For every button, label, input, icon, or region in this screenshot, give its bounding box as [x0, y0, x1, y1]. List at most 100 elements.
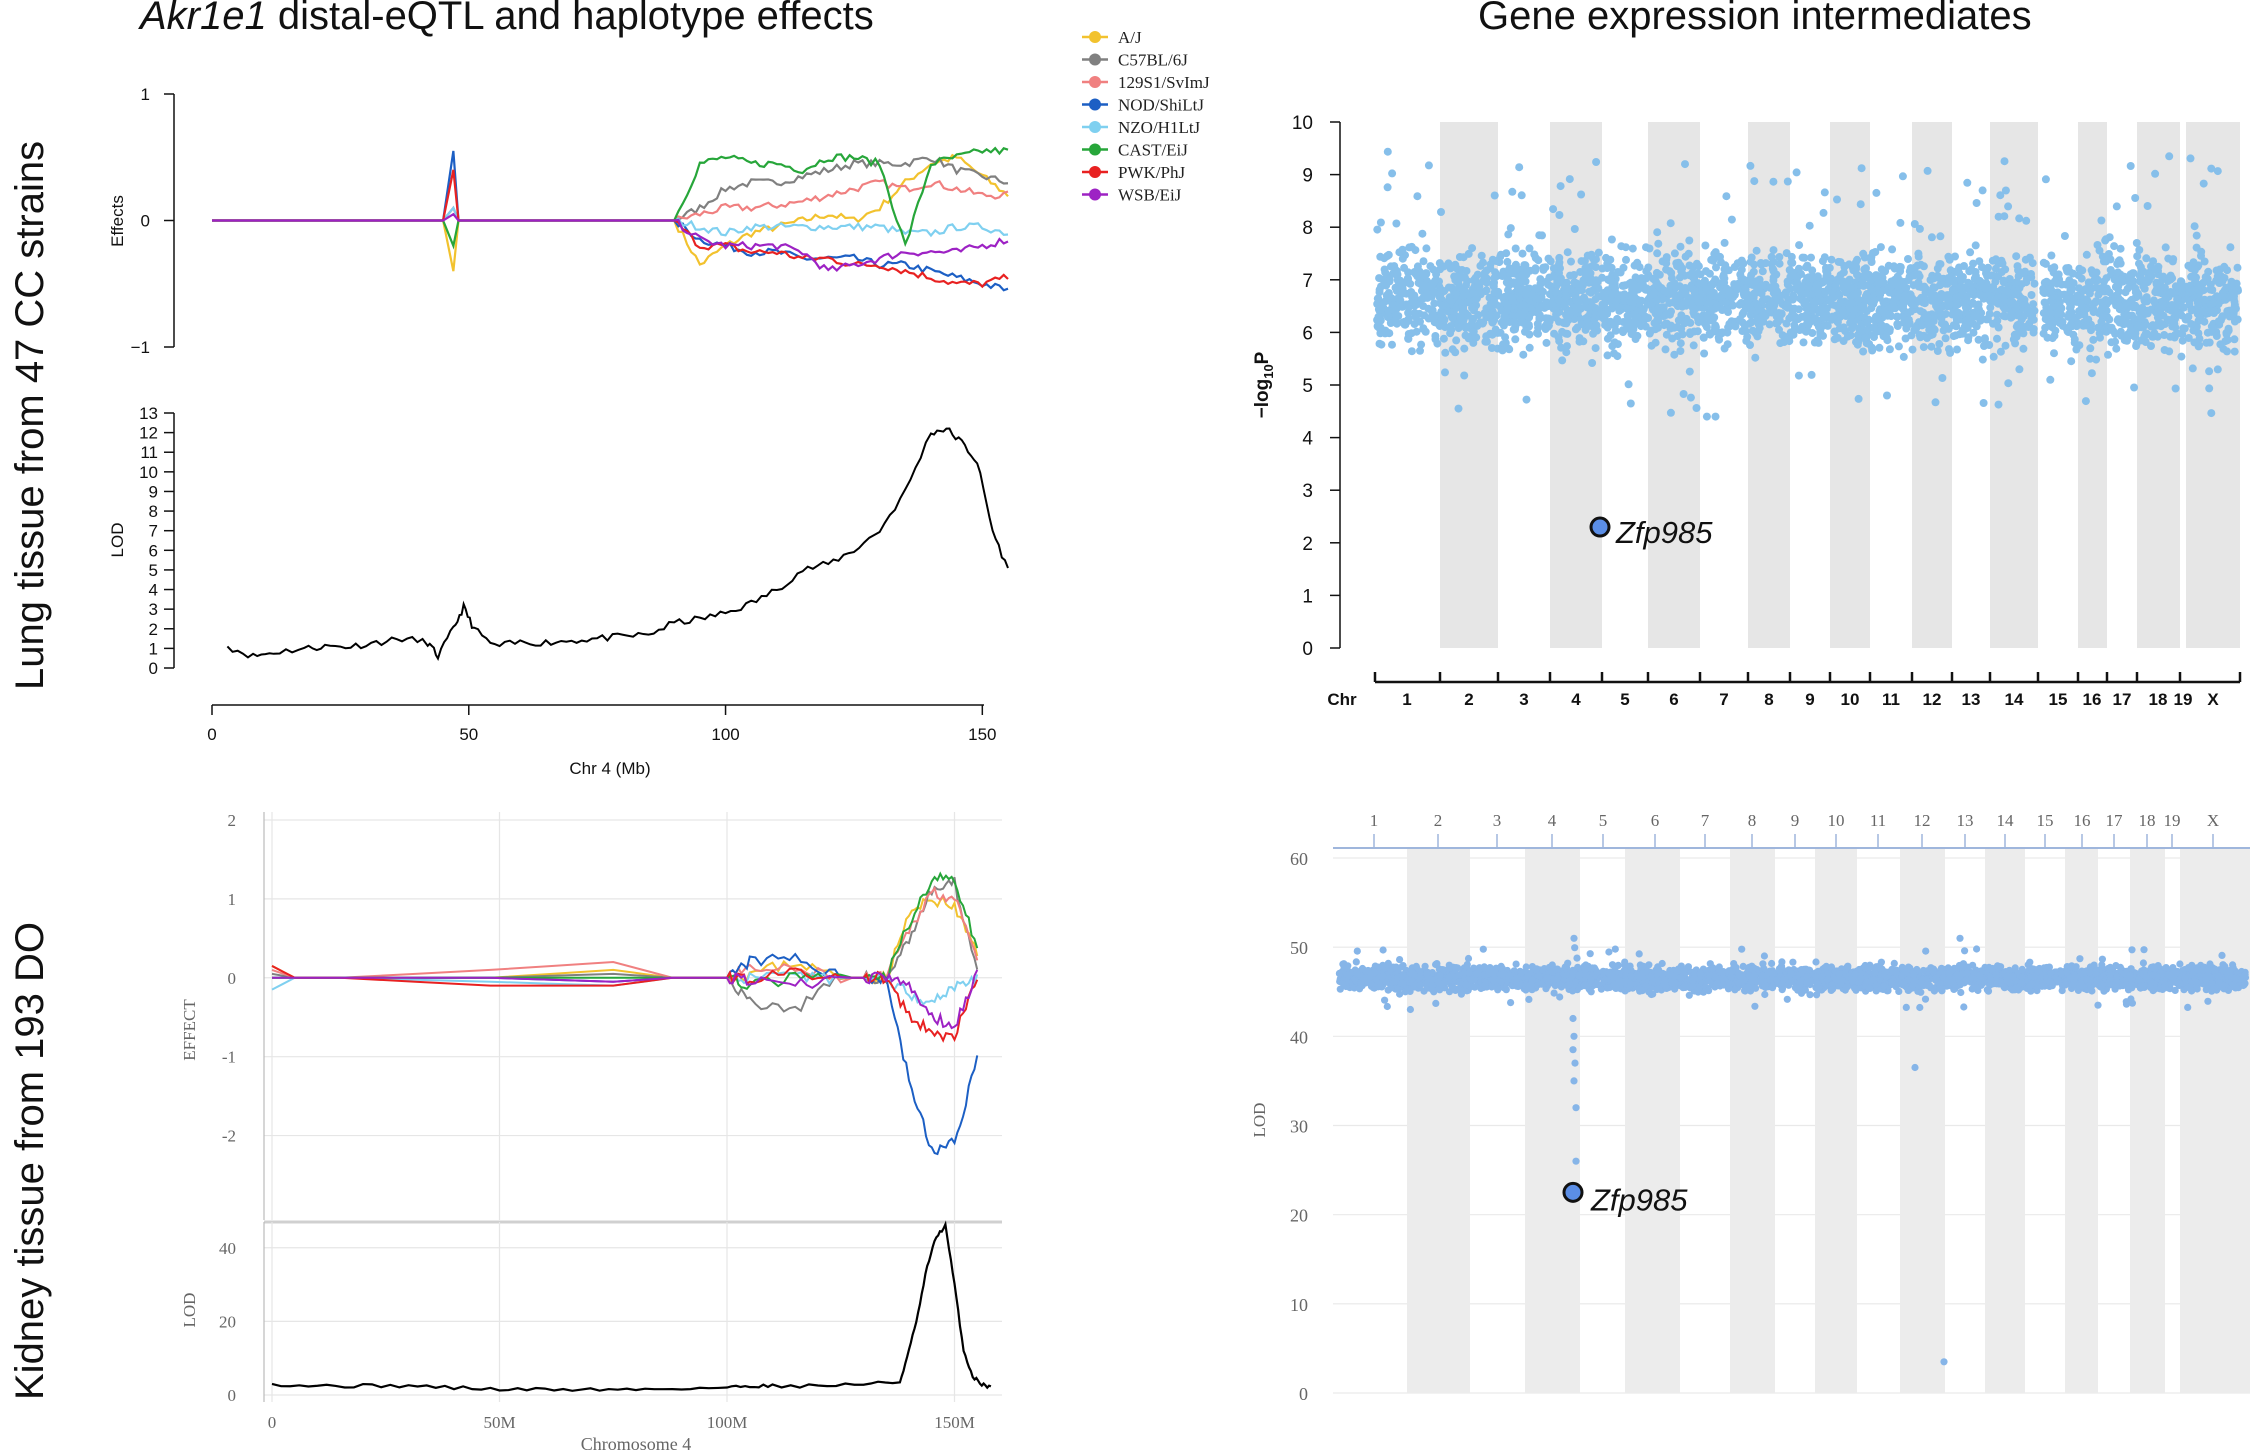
- scatter-point: [1637, 274, 1646, 283]
- scatter-point: [1571, 944, 1579, 952]
- scatter-point: [1715, 335, 1724, 344]
- scatter-point: [1998, 259, 2007, 268]
- scatter-point: [1957, 988, 1965, 997]
- chr-label: X: [2207, 811, 2219, 830]
- scatter-point: [1555, 253, 1564, 262]
- scatter-point: [1448, 345, 1457, 354]
- scatter-point: [1894, 342, 1903, 351]
- scatter-point: [2113, 268, 2122, 277]
- scatter-point: [1544, 318, 1553, 327]
- scatter-point: [1486, 310, 1495, 319]
- scatter-point: [1705, 329, 1714, 338]
- scatter-point: [2050, 349, 2058, 358]
- scatter-point: [1781, 288, 1790, 297]
- scatter-point: [1933, 347, 1942, 355]
- scatter-point: [2057, 290, 2065, 299]
- scatter-point: [2005, 297, 2014, 306]
- scatter-point: [2018, 323, 2027, 332]
- scatter-point: [1525, 244, 1534, 253]
- y-tick-label: 2: [149, 620, 158, 639]
- chr-band: [1625, 848, 1680, 1393]
- scatter-point: [1925, 326, 1934, 334]
- scatter-point: [1876, 327, 1885, 336]
- scatter-point: [1724, 308, 1732, 316]
- scatter-point: [1383, 252, 1392, 260]
- scatter-point: [2001, 341, 2010, 350]
- scatter-point: [1471, 275, 1480, 284]
- scatter-point: [1767, 252, 1776, 261]
- y-tick-label: 8: [149, 502, 158, 521]
- scatter-point: [1867, 284, 1876, 293]
- scatter-point: [1712, 303, 1721, 312]
- scatter-point: [1782, 319, 1791, 328]
- scatter-point: [1431, 335, 1440, 344]
- scatter-point: [1667, 274, 1676, 283]
- scatter-point: [1949, 286, 1958, 295]
- scatter-point: [2116, 259, 2125, 268]
- scatter-point: [2199, 179, 2208, 188]
- scatter-point: [1452, 304, 1460, 313]
- scatter-point: [2042, 277, 2051, 286]
- scatter-point: [1893, 312, 1902, 321]
- scatter-point: [1626, 399, 1635, 408]
- scatter-point: [1999, 311, 2008, 320]
- scatter-point: [2000, 212, 2009, 221]
- scatter-point: [2151, 322, 2160, 331]
- scatter-point: [1535, 313, 1544, 322]
- scatter-point: [2022, 216, 2031, 225]
- scatter-point: [1495, 258, 1504, 267]
- scatter-point: [1556, 182, 1565, 191]
- scatter-point: [2159, 301, 2168, 310]
- chr-band: [2180, 848, 2250, 1393]
- scatter-point: [1922, 947, 1930, 955]
- scatter-point: [1854, 337, 1863, 346]
- scatter-point: [1400, 317, 1409, 326]
- y-tick-label: 1: [228, 890, 237, 909]
- scatter-point: [1594, 248, 1603, 257]
- scatter-point: [2062, 295, 2071, 304]
- scatter-point: [1997, 268, 2006, 276]
- scatter-point: [2098, 961, 2106, 969]
- scatter-point: [1716, 252, 1724, 261]
- scatter-point: [1554, 296, 1563, 305]
- scatter-point: [2075, 284, 2083, 293]
- scatter-point: [2134, 289, 2143, 298]
- scatter-point: [1901, 334, 1910, 343]
- scatter-point: [2229, 288, 2238, 297]
- scatter-point: [1936, 232, 1945, 241]
- scatter-point: [1497, 306, 1506, 315]
- scatter-point: [1407, 288, 1416, 296]
- scatter-point: [1865, 315, 1873, 324]
- scatter-point: [1814, 338, 1823, 347]
- scatter-point: [1555, 337, 1564, 346]
- chr-label: 10: [1828, 811, 1845, 830]
- scatter-point: [2130, 383, 2139, 392]
- y-axis-label: EFFECT: [180, 999, 199, 1061]
- scatter-point: [1606, 331, 1615, 340]
- scatter-point: [1962, 293, 1971, 302]
- scatter-point: [2194, 342, 2203, 351]
- scatter-point: [2085, 289, 2094, 298]
- x-axis-label: Chr 4 (Mb): [569, 759, 650, 778]
- scatter-point: [1562, 278, 1571, 287]
- scatter-point: [1733, 280, 1742, 289]
- scatter-point: [1509, 325, 1518, 334]
- scatter-point: [1675, 273, 1684, 282]
- scatter-point: [1923, 313, 1932, 322]
- y-tick-label: 1: [1302, 586, 1313, 607]
- scatter-point: [1541, 325, 1550, 333]
- scatter-point: [1985, 310, 1994, 318]
- scatter-point: [2193, 298, 2202, 307]
- y-tick-label: 9: [149, 482, 158, 501]
- scatter-point: [2192, 231, 2201, 240]
- scatter-point: [2189, 258, 2198, 267]
- y-tick-label: -2: [222, 1127, 236, 1146]
- scatter-point: [1808, 329, 1817, 337]
- scatter-point: [2133, 252, 2142, 261]
- chr-label: 16: [2074, 811, 2091, 830]
- y-axis-label: LOD: [180, 1293, 199, 1328]
- scatter-point: [1872, 315, 1881, 323]
- chr-band: [1748, 122, 1790, 648]
- chr-label: 15: [2049, 690, 2068, 709]
- scatter-points: [1373, 147, 2242, 421]
